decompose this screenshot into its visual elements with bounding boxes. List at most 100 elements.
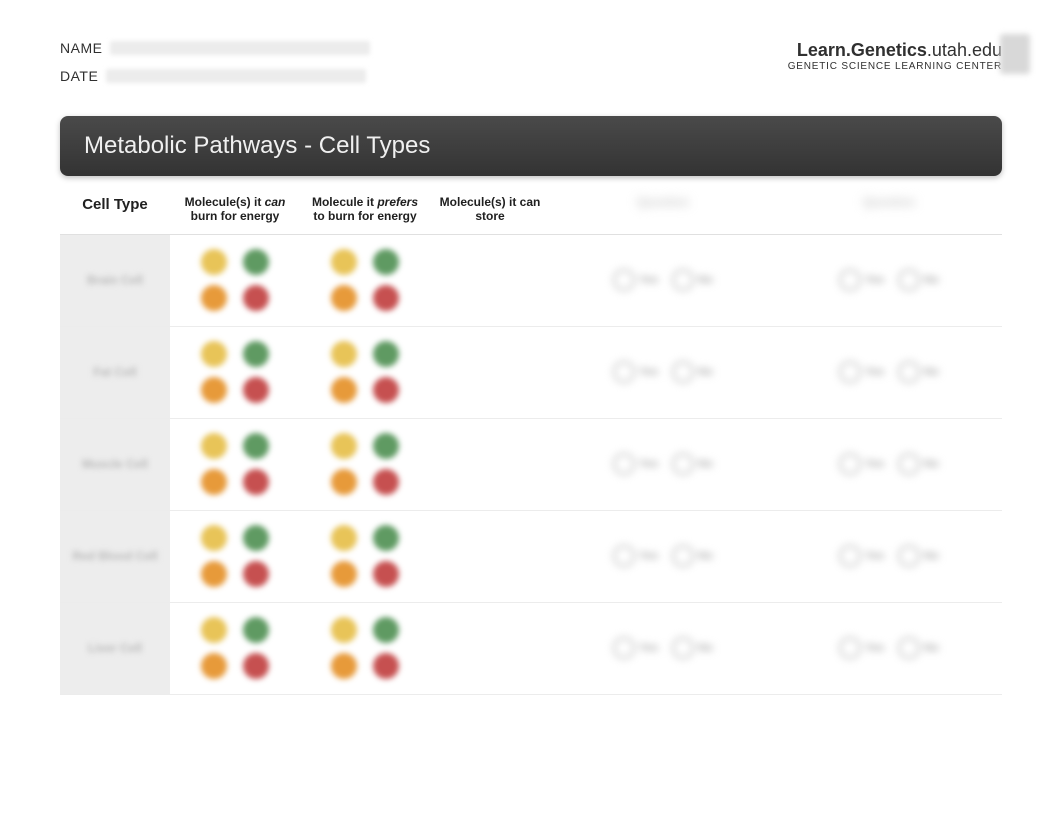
molecule-icon[interactable] bbox=[243, 561, 269, 587]
table-row: Red Blood Cell Yes No Yes No bbox=[60, 511, 1002, 603]
yes-option[interactable]: Yes bbox=[613, 453, 658, 475]
no-option[interactable]: No bbox=[898, 269, 939, 291]
molecule-icon[interactable] bbox=[331, 377, 357, 403]
radio-icon[interactable] bbox=[672, 637, 694, 659]
molecule-icon[interactable] bbox=[373, 617, 399, 643]
no-option[interactable]: No bbox=[672, 453, 713, 475]
no-option[interactable]: No bbox=[672, 637, 713, 659]
store-cell bbox=[430, 511, 550, 602]
molecule-icon[interactable] bbox=[373, 341, 399, 367]
yes-option[interactable]: Yes bbox=[839, 361, 884, 383]
yes-option[interactable]: Yes bbox=[613, 637, 658, 659]
yes-option[interactable]: Yes bbox=[613, 545, 658, 567]
radio-icon[interactable] bbox=[672, 545, 694, 567]
radio-icon[interactable] bbox=[839, 361, 861, 383]
no-option[interactable]: No bbox=[898, 637, 939, 659]
yes-option[interactable]: Yes bbox=[839, 545, 884, 567]
radio-icon[interactable] bbox=[839, 269, 861, 291]
molecule-icon[interactable] bbox=[201, 249, 227, 275]
radio-icon[interactable] bbox=[898, 637, 920, 659]
molecule-icon[interactable] bbox=[331, 341, 357, 367]
molecule-icon[interactable] bbox=[201, 341, 227, 367]
radio-icon[interactable] bbox=[613, 637, 635, 659]
molecule-icon[interactable] bbox=[331, 469, 357, 495]
molecule-icon[interactable] bbox=[331, 285, 357, 311]
radio-icon[interactable] bbox=[898, 453, 920, 475]
no-option[interactable]: No bbox=[898, 453, 939, 475]
molecule-icon[interactable] bbox=[243, 377, 269, 403]
molecule-icon[interactable] bbox=[373, 469, 399, 495]
molecule-icon[interactable] bbox=[373, 525, 399, 551]
molecule-icon[interactable] bbox=[373, 433, 399, 459]
no-label: No bbox=[698, 642, 713, 654]
yes-label: Yes bbox=[865, 550, 884, 562]
molecule-icon[interactable] bbox=[331, 653, 357, 679]
cell-type-cell: Fat Cell bbox=[60, 327, 170, 418]
no-option[interactable]: No bbox=[672, 545, 713, 567]
molecule-icon[interactable] bbox=[201, 653, 227, 679]
yes-option[interactable]: Yes bbox=[839, 453, 884, 475]
molecule-icon[interactable] bbox=[331, 249, 357, 275]
molecule-icon[interactable] bbox=[201, 285, 227, 311]
cell-type-label: Red Blood Cell bbox=[72, 550, 157, 563]
radio-icon[interactable] bbox=[613, 269, 635, 291]
radio-icon[interactable] bbox=[672, 361, 694, 383]
radio-icon[interactable] bbox=[672, 453, 694, 475]
col-header-prefers: Molecule it prefers to burn for energy bbox=[300, 186, 430, 234]
col-prefers-post: to burn for energy bbox=[313, 209, 416, 223]
date-input-line[interactable] bbox=[106, 69, 366, 83]
q1-cell: Yes No bbox=[550, 419, 776, 510]
yes-option[interactable]: Yes bbox=[613, 361, 658, 383]
molecule-icon[interactable] bbox=[243, 433, 269, 459]
molecule-icon[interactable] bbox=[243, 525, 269, 551]
molecule-icon[interactable] bbox=[373, 285, 399, 311]
q1-cell: Yes No bbox=[550, 603, 776, 694]
radio-icon[interactable] bbox=[898, 361, 920, 383]
no-option[interactable]: No bbox=[672, 269, 713, 291]
yes-option[interactable]: Yes bbox=[613, 269, 658, 291]
molecule-icon[interactable] bbox=[331, 617, 357, 643]
yes-label: Yes bbox=[639, 274, 658, 286]
molecule-icon[interactable] bbox=[201, 525, 227, 551]
molecule-icon[interactable] bbox=[243, 249, 269, 275]
molecule-icon[interactable] bbox=[243, 285, 269, 311]
molecule-icon[interactable] bbox=[373, 377, 399, 403]
no-option[interactable]: No bbox=[898, 361, 939, 383]
prefers-cell bbox=[300, 511, 430, 602]
no-option[interactable]: No bbox=[898, 545, 939, 567]
radio-icon[interactable] bbox=[898, 545, 920, 567]
no-option[interactable]: No bbox=[672, 361, 713, 383]
radio-icon[interactable] bbox=[613, 453, 635, 475]
yes-option[interactable]: Yes bbox=[839, 637, 884, 659]
radio-icon[interactable] bbox=[898, 269, 920, 291]
radio-icon[interactable] bbox=[613, 545, 635, 567]
q1-cell: Yes No bbox=[550, 327, 776, 418]
molecule-icon[interactable] bbox=[201, 433, 227, 459]
molecule-grid bbox=[331, 617, 399, 679]
radio-icon[interactable] bbox=[613, 361, 635, 383]
molecule-icon[interactable] bbox=[201, 469, 227, 495]
molecule-icon[interactable] bbox=[243, 653, 269, 679]
radio-icon[interactable] bbox=[839, 453, 861, 475]
radio-icon[interactable] bbox=[672, 269, 694, 291]
molecule-icon[interactable] bbox=[373, 653, 399, 679]
radio-icon[interactable] bbox=[839, 545, 861, 567]
molecule-icon[interactable] bbox=[243, 617, 269, 643]
molecule-icon[interactable] bbox=[373, 561, 399, 587]
site-logo: Learn.Genetics.utah.edu GENETIC SCIENCE … bbox=[788, 40, 1002, 72]
molecule-grid bbox=[201, 433, 269, 495]
molecule-icon[interactable] bbox=[201, 377, 227, 403]
molecule-icon[interactable] bbox=[243, 469, 269, 495]
radio-icon[interactable] bbox=[839, 637, 861, 659]
yes-option[interactable]: Yes bbox=[839, 269, 884, 291]
molecule-icon[interactable] bbox=[331, 525, 357, 551]
molecule-icon[interactable] bbox=[243, 341, 269, 367]
molecule-icon[interactable] bbox=[201, 561, 227, 587]
molecule-icon[interactable] bbox=[331, 561, 357, 587]
cell-type-cell: Brain Cell bbox=[60, 235, 170, 326]
molecule-icon[interactable] bbox=[331, 433, 357, 459]
molecule-icon[interactable] bbox=[201, 617, 227, 643]
yes-no-group: Yes No bbox=[839, 361, 939, 383]
name-input-line[interactable] bbox=[110, 41, 370, 55]
molecule-icon[interactable] bbox=[373, 249, 399, 275]
